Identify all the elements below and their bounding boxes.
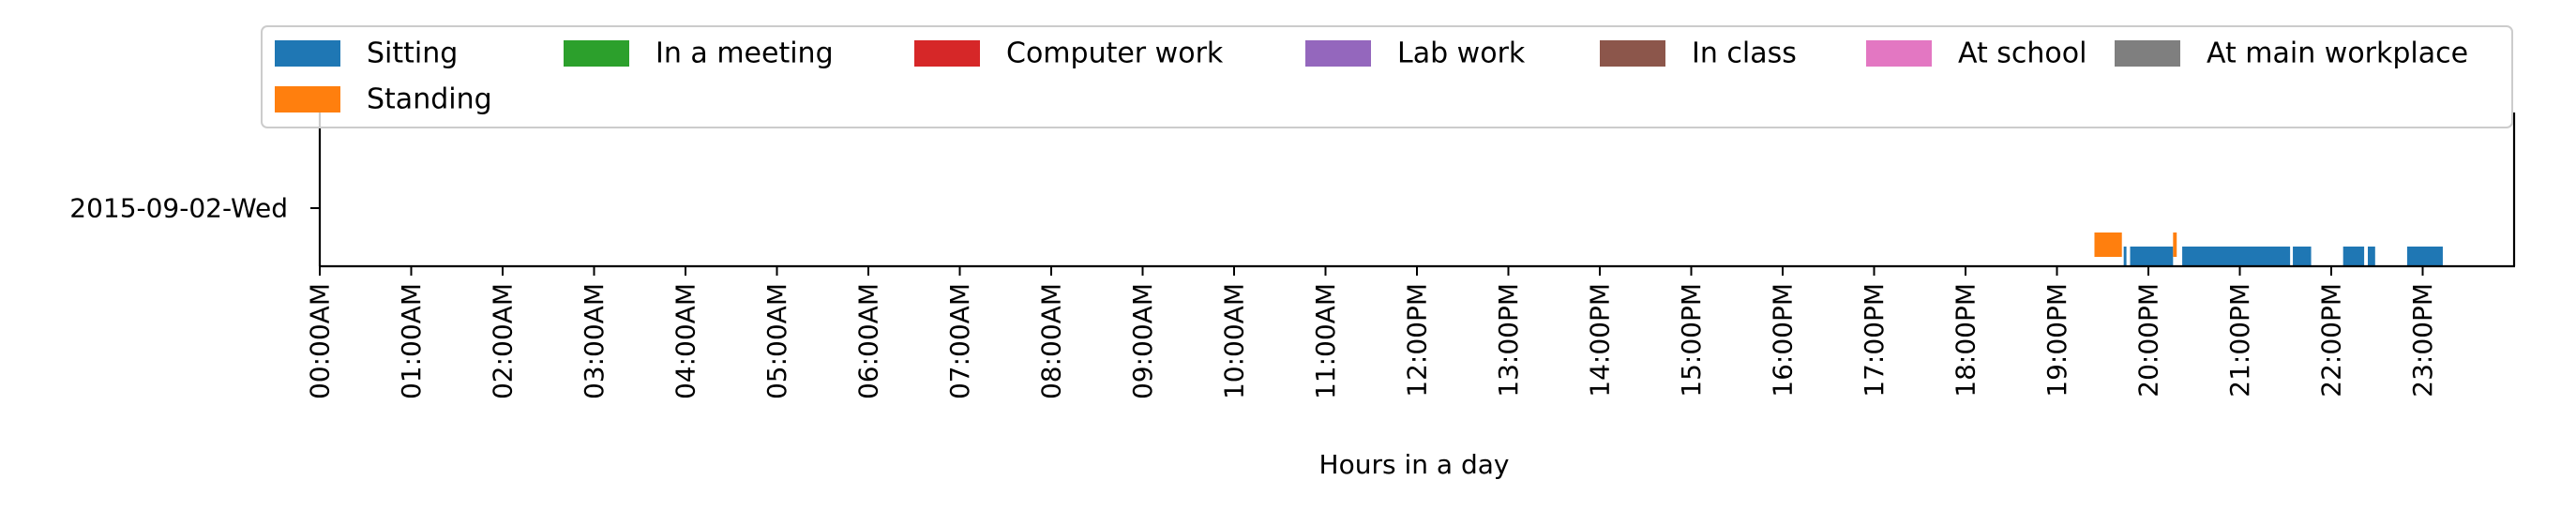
legend-swatch bbox=[1305, 40, 1371, 67]
x-tick-label: 23:00PM bbox=[2407, 283, 2438, 398]
x-tick-label: 15:00PM bbox=[1676, 283, 1707, 398]
legend-swatch bbox=[914, 40, 980, 67]
x-tick-label: 07:00AM bbox=[944, 283, 975, 399]
bar-sitting bbox=[2123, 247, 2127, 265]
x-tick-label: 08:00AM bbox=[1036, 283, 1067, 399]
x-tick-label: 00:00AM bbox=[305, 283, 336, 399]
x-tick-label: 14:00PM bbox=[1585, 283, 1616, 398]
x-tick-label: 16:00PM bbox=[1768, 283, 1799, 398]
legend-swatch bbox=[275, 86, 340, 112]
x-tick-label: 22:00PM bbox=[2316, 283, 2347, 398]
legend-swatch bbox=[1600, 40, 1665, 67]
legend-label: At school bbox=[1958, 38, 2086, 70]
bars-layer bbox=[2094, 232, 2443, 265]
legend-swatch bbox=[1866, 40, 1932, 67]
x-axis-label: Hours in a day bbox=[1319, 449, 1510, 480]
x-tick-label: 18:00PM bbox=[1951, 283, 1981, 398]
bar-standing bbox=[2173, 232, 2177, 257]
bar-sitting bbox=[2406, 247, 2443, 265]
x-tick-label: 21:00PM bbox=[2224, 283, 2255, 398]
bar-sitting bbox=[2293, 247, 2312, 265]
legend-swatch bbox=[275, 40, 340, 67]
x-tick-label: 10:00AM bbox=[1219, 283, 1250, 399]
bar-sitting bbox=[2182, 247, 2291, 265]
bar-sitting bbox=[2343, 247, 2365, 265]
legend: Sitting In a meeting Computer work Lab work… bbox=[261, 25, 2513, 128]
legend-label: Computer work bbox=[1006, 38, 1224, 70]
x-tick-label: 02:00AM bbox=[488, 283, 519, 399]
legend-label: Lab work bbox=[1397, 38, 1526, 70]
legend-label: Standing bbox=[367, 83, 492, 116]
x-tick-label: 13:00PM bbox=[1493, 283, 1524, 398]
x-tick-label: 12:00PM bbox=[1402, 283, 1433, 398]
bar-sitting bbox=[2130, 247, 2174, 265]
bar-standing bbox=[2094, 232, 2122, 257]
x-tick-label: 09:00AM bbox=[1127, 283, 1158, 399]
axes-layer bbox=[318, 112, 2516, 268]
legend-label: In a meeting bbox=[655, 38, 834, 70]
x-tick-label: 19:00PM bbox=[2041, 283, 2072, 398]
legend-swatch bbox=[2115, 40, 2180, 67]
y-tick-label: 2015-09-02-Wed bbox=[69, 193, 288, 224]
legend-label: Sitting bbox=[367, 38, 458, 70]
legend-swatch bbox=[564, 40, 629, 67]
legend-label: At main workplace bbox=[2207, 38, 2468, 70]
x-tick-label: 06:00AM bbox=[853, 283, 884, 399]
x-tick-label: 01:00AM bbox=[396, 283, 427, 399]
x-tick-label: 03:00AM bbox=[579, 283, 610, 399]
legend-label: In class bbox=[1692, 38, 1797, 70]
x-tick-label: 17:00PM bbox=[1859, 283, 1890, 398]
y-ticks: 2015-09-02-Wed bbox=[69, 193, 320, 224]
x-tick-label: 20:00PM bbox=[2133, 283, 2164, 398]
x-tick-label: 04:00AM bbox=[670, 283, 701, 399]
bar-sitting bbox=[2368, 247, 2375, 265]
x-tick-label: 11:00AM bbox=[1310, 283, 1341, 399]
legend-frame bbox=[261, 25, 2513, 128]
x-ticks: 00:00AM 01:00AM 02:00AM 03:00AM 04:00AM 05:00… bbox=[305, 266, 2438, 399]
x-tick-label: 05:00AM bbox=[761, 283, 792, 399]
